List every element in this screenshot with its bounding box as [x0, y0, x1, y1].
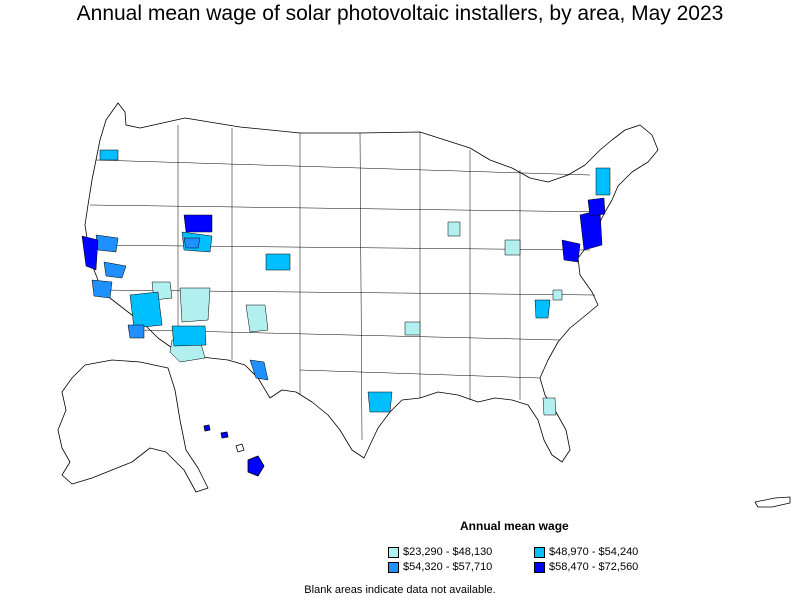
hawaii-oahu [220, 431, 229, 439]
puerto-rico-outline [754, 496, 791, 508]
area-sacramento [95, 234, 119, 253]
area-central-ca [103, 261, 127, 279]
map-title: Annual mean wage of solar photovoltaic i… [76, 2, 724, 25]
legend-swatch-4 [534, 561, 545, 573]
hawaii-kauai [203, 424, 211, 432]
alaska-outline [57, 359, 209, 493]
legend-label-1: $23,290 - $48,130 [403, 546, 493, 558]
legend-swatch-1 [388, 546, 399, 558]
legend-label-2: $48,970 - $54,240 [549, 546, 639, 558]
legend-title: Annual mean wage [460, 519, 569, 533]
legend-label-3: $54,320 - $57,710 [403, 561, 493, 573]
area-ogden [183, 214, 213, 233]
area-oklahoma [404, 321, 421, 336]
legend-label-4: $58,470 - $72,560 [549, 561, 639, 573]
area-phoenix [129, 291, 163, 329]
area-connecticut [587, 197, 606, 217]
legend-item-3: $54,320 - $57,710 [388, 561, 492, 573]
area-florida [542, 397, 557, 416]
legend-item-1: $23,290 - $48,130 [388, 546, 492, 558]
hawaii-big-island [247, 455, 265, 477]
area-northern-az [179, 287, 211, 323]
area-virginia [534, 299, 551, 319]
area-portland [99, 149, 119, 161]
area-tucson-east [171, 325, 207, 347]
area-ohio [504, 239, 521, 256]
area-vermont [595, 167, 611, 196]
area-socal [91, 279, 113, 299]
area-bay-area [81, 235, 99, 271]
area-washington-dc [561, 239, 581, 263]
area-utah-south [183, 237, 201, 249]
hawaii-maui [235, 443, 245, 453]
area-denver [265, 253, 291, 271]
footnote: Blank areas indicate data not available. [304, 584, 496, 596]
area-illinois [447, 221, 461, 237]
legend-item-2: $48,970 - $54,240 [534, 546, 638, 558]
area-el-paso [249, 359, 269, 381]
area-houston [367, 391, 393, 413]
legend-item-4: $58,470 - $72,560 [534, 561, 638, 573]
legend-swatch-2 [534, 546, 545, 558]
area-albuquerque [245, 304, 269, 333]
area-carolina [552, 289, 563, 301]
area-san-diego [127, 324, 145, 339]
legend-swatch-3 [388, 561, 399, 573]
